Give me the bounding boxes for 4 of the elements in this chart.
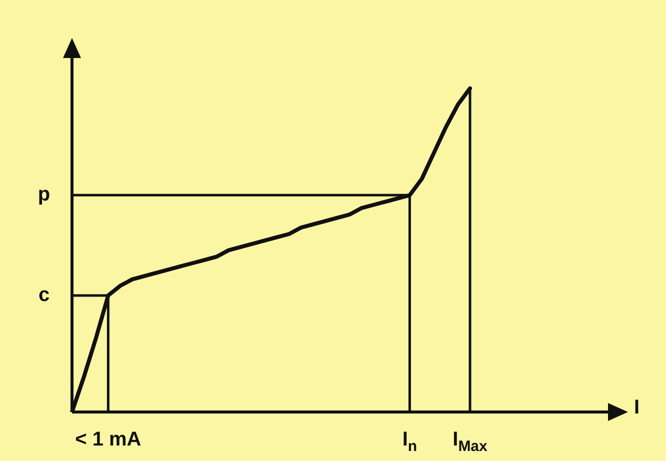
ref-line-label: p [38,184,50,206]
x-tick-label: < 1 mA [75,428,142,451]
ref-line-label: c [38,284,50,306]
text: I [634,396,640,419]
